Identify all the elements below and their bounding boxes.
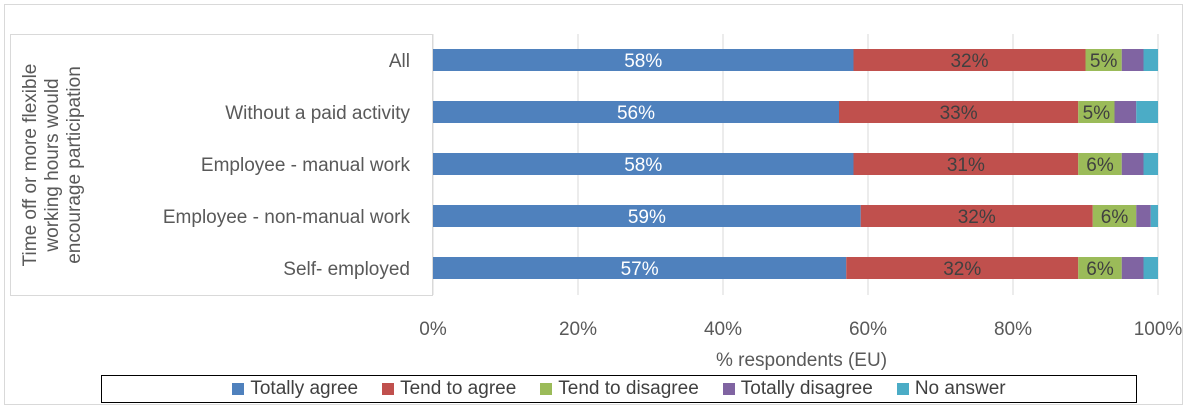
- x-tick-label: 20%: [559, 319, 597, 340]
- x-tick-label: 40%: [704, 319, 742, 340]
- category-label: Self- employed: [283, 259, 410, 280]
- legend-swatch: [232, 383, 245, 395]
- data-label: 32%: [943, 259, 981, 280]
- legend-item: Tend to agree: [382, 378, 516, 400]
- bar-segment: [1143, 153, 1158, 175]
- data-label: 6%: [1101, 207, 1129, 228]
- bar-segment: [1143, 49, 1158, 71]
- x-tick-label: 60%: [849, 319, 887, 340]
- bar-segment: [1143, 257, 1158, 279]
- bar-segment: [1136, 205, 1151, 227]
- bar-segment: [433, 49, 854, 71]
- legend-label: Totally agree: [250, 378, 359, 399]
- legend-item: Tend to disagree: [540, 378, 699, 400]
- bar-segment: [853, 153, 1079, 175]
- x-tick-label: 80%: [994, 319, 1032, 340]
- category-label: All: [389, 51, 410, 72]
- legend-swatch: [382, 383, 395, 395]
- legend-item: Totally disagree: [722, 378, 873, 400]
- data-label: 6%: [1086, 259, 1114, 280]
- bar-segment: [433, 101, 839, 123]
- bar-segment: [433, 153, 854, 175]
- category-label: Employee - non-manual work: [163, 207, 411, 228]
- legend-item: No answer: [896, 378, 1006, 400]
- legend-swatch: [896, 383, 909, 395]
- bar-segment: [1150, 205, 1158, 227]
- data-label: 58%: [624, 155, 662, 176]
- legend-swatch: [540, 383, 553, 395]
- data-label: 33%: [940, 103, 978, 124]
- bar-segment: [1078, 153, 1122, 175]
- legend-label: Tend to agree: [400, 378, 517, 399]
- bar-segment: [1092, 205, 1137, 227]
- bar-segment: [839, 101, 1079, 123]
- data-label: 32%: [950, 51, 988, 72]
- legend-swatch: [722, 383, 735, 395]
- x-tick-label: 100%: [1134, 319, 1183, 340]
- bar-segment: [433, 257, 847, 279]
- bar-segment: [860, 205, 1093, 227]
- bar-segment: [853, 49, 1086, 71]
- bar-segment: [1121, 153, 1144, 175]
- legend: Totally agree Tend to agree Tend to disagr…: [101, 375, 1137, 403]
- bar-segment: [1114, 101, 1137, 123]
- data-label: 59%: [628, 207, 666, 228]
- data-label: 6%: [1086, 155, 1114, 176]
- bar-segment: [433, 205, 861, 227]
- group-label: working hours would: [42, 78, 63, 252]
- bar-segment: [1121, 257, 1144, 279]
- legend-label: Tend to disagree: [558, 378, 699, 399]
- bar-segment: [846, 257, 1079, 279]
- x-tick-label: 0%: [419, 319, 447, 340]
- bar-segment: [1121, 49, 1144, 71]
- data-label: 32%: [958, 207, 996, 228]
- category-label: Employee - manual work: [201, 155, 411, 176]
- data-label: 57%: [621, 259, 659, 280]
- data-label: 5%: [1083, 103, 1111, 124]
- bar-segment: [1136, 101, 1158, 123]
- chart-frame: [4, 4, 1183, 405]
- bar-segment: [1078, 101, 1115, 123]
- bar-segment: [1078, 257, 1122, 279]
- group-label: encourage participation: [64, 66, 85, 264]
- data-label: 58%: [624, 51, 662, 72]
- category-label: Without a paid activity: [225, 103, 410, 124]
- legend-label: No answer: [914, 378, 1006, 399]
- group-label: Time off or more flexible: [20, 64, 41, 267]
- legend-label: Totally disagree: [740, 378, 873, 399]
- data-label: 31%: [947, 155, 985, 176]
- data-label: 5%: [1090, 51, 1118, 72]
- x-axis-title: % respondents (EU): [716, 350, 887, 371]
- legend-item: Totally agree: [232, 378, 358, 400]
- data-label: 56%: [617, 103, 655, 124]
- bar-segment: [1085, 49, 1122, 71]
